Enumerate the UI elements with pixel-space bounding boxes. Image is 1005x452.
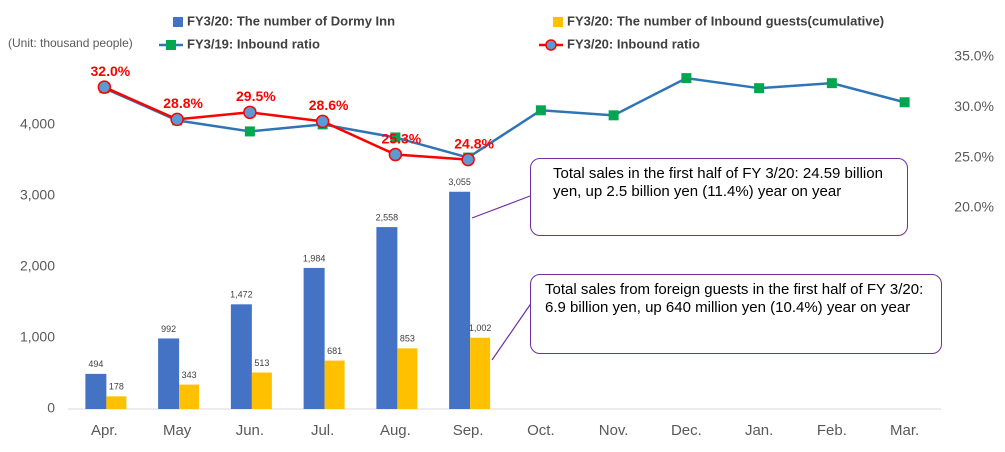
line xyxy=(103,86,469,161)
unit-label: (Unit: thousand people) xyxy=(8,36,133,50)
bar xyxy=(303,267,325,409)
marker xyxy=(826,78,837,89)
y-tick-label: 4,000 xyxy=(20,115,55,131)
x-tick-label: Jun. xyxy=(236,422,264,439)
bar xyxy=(179,384,200,409)
marker xyxy=(244,126,255,137)
line xyxy=(103,76,905,159)
y2-tick-label: 20.0% xyxy=(954,199,994,215)
marker xyxy=(899,97,910,108)
bar-value-label: 494 xyxy=(88,359,103,369)
x-tick-label: Feb. xyxy=(817,422,847,439)
legend-label: FY3/20: The number of Inbound guests(cum… xyxy=(567,13,884,28)
x-tick-label: Aug. xyxy=(380,422,411,439)
y2-tick-label: 35.0% xyxy=(954,48,994,64)
legend-label: FY3/19: Inbound ratio xyxy=(187,36,320,51)
marker xyxy=(681,73,692,84)
bar-value-label: 992 xyxy=(161,324,176,334)
y-tick-label: 2,000 xyxy=(20,257,55,273)
y-tick-label: 3,000 xyxy=(20,186,55,202)
bar xyxy=(470,337,491,409)
marker xyxy=(608,110,619,121)
annotation: Total sales from foreign guests in the f… xyxy=(530,274,942,354)
x-tick-label: Sep. xyxy=(453,422,484,439)
marker xyxy=(535,105,546,116)
legend-swatch xyxy=(173,17,183,27)
marker xyxy=(170,112,184,127)
bar xyxy=(397,348,418,409)
x-tick-label: Mar. xyxy=(890,422,919,439)
marker xyxy=(388,147,403,162)
bar-value-label: 1,984 xyxy=(303,253,326,263)
x-tick-label: Nov. xyxy=(599,422,629,439)
marker xyxy=(390,132,401,143)
line-value-label: 28.8% xyxy=(163,95,203,111)
legend-swatch xyxy=(545,39,557,51)
y2-tick-label: 25.0% xyxy=(954,148,994,164)
annotation: Total sales in the first half of FY 3/20… xyxy=(530,158,908,236)
bar-value-label: 2,558 xyxy=(376,212,399,222)
bar xyxy=(158,338,180,409)
x-tick-label: Jul. xyxy=(311,422,334,439)
marker xyxy=(243,105,257,120)
marker xyxy=(461,152,475,167)
line-value-label: 29.5% xyxy=(236,88,276,104)
line-value-label: 32.0% xyxy=(91,63,131,79)
x-tick-label: Dec. xyxy=(671,422,702,439)
bar xyxy=(230,304,252,409)
bar-value-label: 513 xyxy=(254,358,269,368)
x-tick-label: May xyxy=(163,422,192,439)
y-tick-label: 0 xyxy=(47,400,55,416)
bar xyxy=(324,360,345,409)
bar xyxy=(449,191,471,409)
y-tick-label: 1,000 xyxy=(20,329,55,345)
legend-swatch xyxy=(553,17,563,27)
bar-value-label: 1,472 xyxy=(230,290,253,300)
marker xyxy=(315,114,330,129)
x-tick-label: Jan. xyxy=(745,422,773,439)
bar xyxy=(251,372,272,409)
bar xyxy=(85,373,107,409)
marker xyxy=(754,83,765,94)
legend-label: FY3/20: Inbound ratio xyxy=(567,36,700,51)
bar-value-label: 853 xyxy=(400,334,415,344)
line-value-label: 28.6% xyxy=(309,97,349,113)
x-tick-label: Oct. xyxy=(527,422,555,439)
bar xyxy=(106,396,127,409)
legend-label: FY3/20: The number of Dormy Inn xyxy=(187,13,395,28)
callout-line xyxy=(491,301,533,361)
bar-value-label: 681 xyxy=(327,346,342,356)
bar-value-label: 3,055 xyxy=(448,177,471,187)
line-value-label: 25.3% xyxy=(382,130,422,146)
legend-swatch xyxy=(166,40,176,50)
bar-value-label: 178 xyxy=(109,382,124,392)
bar-value-label: 343 xyxy=(182,370,197,380)
x-tick-label: Apr. xyxy=(91,422,118,439)
line-value-label: 24.8% xyxy=(454,135,494,151)
bar-value-label: 1,002 xyxy=(469,323,492,333)
y2-tick-label: 30.0% xyxy=(954,98,994,114)
callout-line xyxy=(471,195,531,219)
marker xyxy=(97,80,112,94)
bar xyxy=(376,227,398,409)
